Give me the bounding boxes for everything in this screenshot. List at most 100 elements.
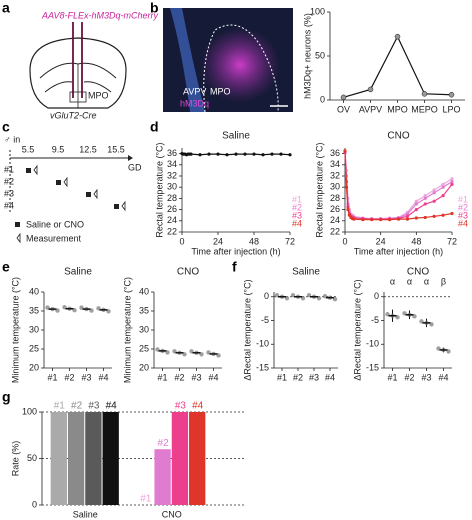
data-point — [367, 86, 374, 93]
y-tick-label: -10 — [256, 339, 269, 349]
y-tick-label: -15 — [366, 362, 379, 372]
y-axis-label: ΔRectal temperature (°C) — [242, 279, 252, 380]
x-tick-label: #4 — [325, 372, 335, 382]
data-point — [421, 91, 428, 97]
x-tick-label: #4 — [98, 372, 108, 382]
data-point — [441, 194, 445, 198]
legend-label: #1 — [292, 194, 302, 204]
timeline-axis: GD — [128, 162, 142, 172]
y-tick-label: -15 — [256, 362, 269, 372]
y-tick-label: 28 — [330, 193, 340, 203]
data-point — [450, 211, 454, 216]
y-tick-label: 34 — [167, 159, 177, 169]
y-tick-label: 0 — [264, 291, 269, 301]
annotation: α — [424, 276, 429, 286]
data-point — [396, 217, 401, 221]
y-tick-label: 40 — [29, 286, 39, 296]
timeline-tick: 5.5 — [22, 144, 35, 154]
data-point — [225, 153, 229, 157]
y-tick-label: 24 — [167, 215, 177, 225]
bar-label: #2 — [158, 438, 170, 449]
y-tick-label: 0 — [374, 291, 379, 301]
data-point — [414, 216, 418, 220]
data-point — [441, 185, 445, 189]
bar — [85, 412, 102, 505]
legend-label: #2 — [292, 202, 302, 212]
data-point — [216, 152, 220, 156]
panel-label: g — [2, 389, 11, 405]
bar — [102, 412, 119, 505]
y-tick-label: 50 — [27, 453, 37, 463]
y-tick-label: 28 — [167, 193, 177, 203]
data-point — [394, 33, 401, 40]
data-point — [344, 185, 349, 189]
x-axis-label: Time after injection (h) — [354, 246, 443, 256]
y-axis-label: Rate (%) — [10, 441, 20, 477]
y-tick-label: 0 — [320, 94, 325, 104]
data-point — [189, 152, 193, 156]
y-tick-label: 35 — [139, 305, 149, 315]
y-tick-label: 25 — [29, 343, 39, 353]
y-tick-label: 20 — [29, 362, 39, 372]
x-tick-label: MEPO — [411, 104, 438, 114]
data-point — [414, 202, 418, 206]
y-tick-label: 30 — [139, 324, 149, 334]
legend-label: #3 — [292, 210, 302, 220]
y-tick-label: 32 — [167, 170, 177, 180]
y-axis-label: hM3Dq+ neurons (%) — [302, 13, 312, 99]
x-tick-label: MPO — [387, 104, 408, 114]
timeline-tick: 12.5 — [79, 144, 97, 154]
data-point — [340, 94, 347, 101]
data-point — [450, 182, 454, 186]
chart-title: Saline — [292, 267, 320, 278]
bar-label: #1 — [54, 401, 66, 412]
y-tick-label: 32 — [330, 170, 340, 180]
data-point — [387, 218, 392, 222]
bar — [50, 412, 67, 505]
data-point — [432, 214, 436, 218]
data-point — [288, 153, 292, 157]
region-label: MPO — [88, 90, 109, 100]
brain-diagram — [29, 22, 127, 109]
y-tick-label: 0 — [32, 499, 37, 509]
data-point — [198, 153, 202, 157]
timeline-legend: Saline or CNO — [26, 219, 84, 229]
x-tick-label: #2 — [64, 372, 74, 382]
x-tick-label: 72 — [285, 236, 295, 246]
data-point — [270, 152, 274, 156]
y-tick-label: 30 — [167, 182, 177, 192]
y-tick-label: -5 — [371, 315, 379, 325]
data-point — [423, 194, 427, 198]
y-tick-label: 36 — [330, 148, 340, 158]
timeline-row: #3 — [4, 188, 14, 198]
data-line — [344, 150, 453, 221]
timeline-tick: 9.5 — [52, 144, 65, 154]
x-tick-label: CNO — [162, 509, 182, 519]
data-point — [261, 153, 265, 157]
data-point — [379, 218, 383, 222]
annotation: β — [441, 276, 446, 286]
y-axis-label: Rectal temperature (°C) — [314, 142, 324, 237]
data-point — [279, 152, 283, 156]
y-tick-label: -10 — [366, 339, 379, 349]
data-point — [441, 182, 445, 186]
virus-label: AAV8-FLEx-hM3Dq-mCherry — [41, 10, 159, 20]
x-tick-label: OV — [337, 104, 350, 114]
bar — [154, 449, 171, 505]
data-point — [441, 213, 445, 217]
data-point — [361, 218, 365, 222]
bar-label: #4 — [106, 401, 118, 412]
legend-label: #2 — [458, 202, 468, 212]
data-point — [207, 152, 211, 156]
timeline-legend: Measurement — [26, 233, 82, 243]
x-tick-label: #3 — [191, 372, 201, 382]
data-point — [352, 217, 356, 221]
data-point — [405, 217, 410, 221]
x-tick-label: 24 — [376, 236, 386, 246]
bar-label: #2 — [71, 401, 83, 412]
data-line — [344, 151, 453, 220]
data-point — [405, 214, 410, 218]
bar-label: #3 — [175, 401, 187, 412]
panel-label: b — [150, 0, 159, 16]
image-label: MPO — [210, 86, 231, 96]
